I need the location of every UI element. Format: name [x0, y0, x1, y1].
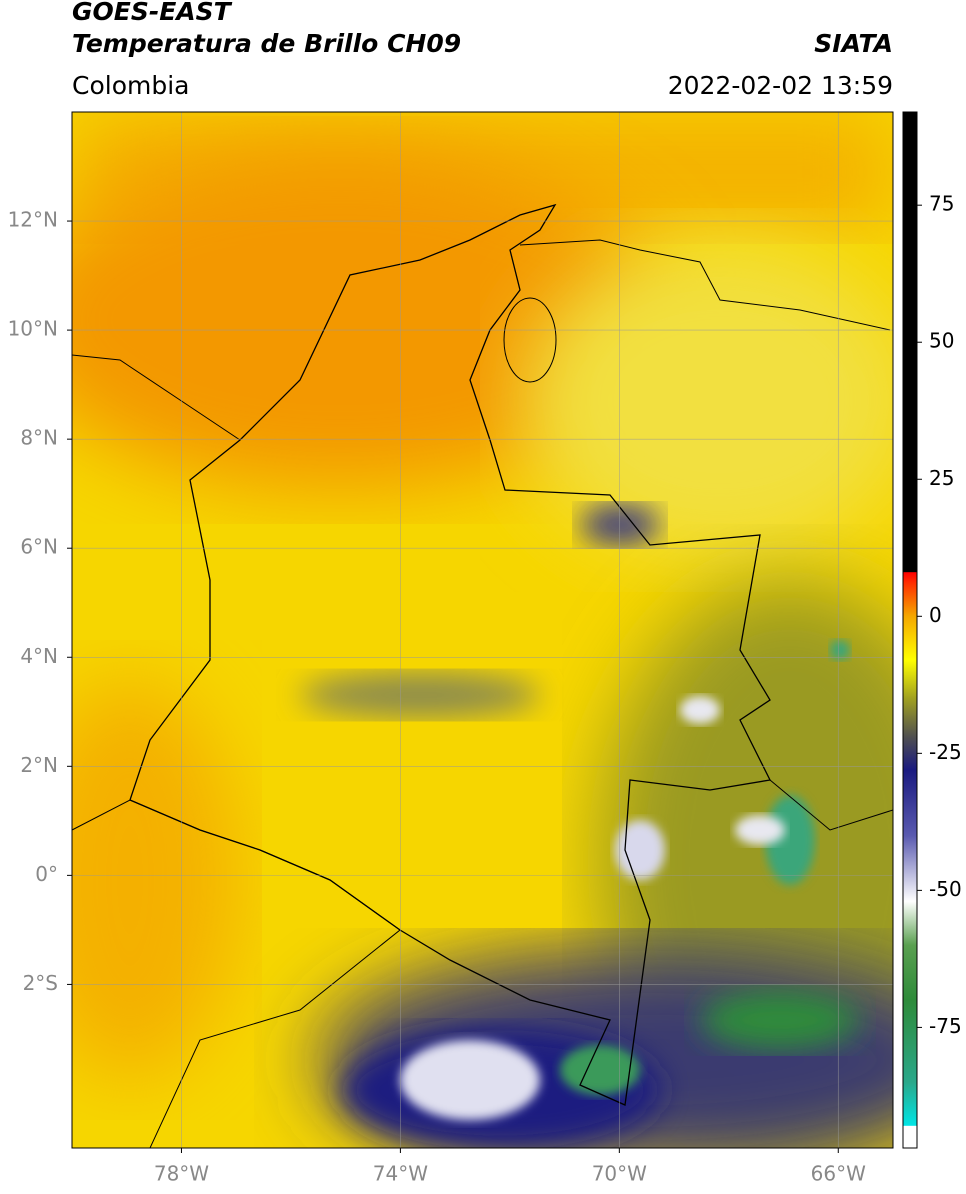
- source: SIATA: [814, 29, 893, 58]
- x-tick-label: 78°W: [154, 1162, 209, 1186]
- y-tick-label: 4°N: [20, 644, 58, 668]
- y-tick-label: 2°N: [20, 753, 58, 777]
- y-tick-label: 0°: [35, 862, 58, 886]
- colorbar-tick-label: 0: [929, 603, 942, 627]
- y-tick-label: 10°N: [8, 317, 58, 341]
- colorbar-tick-label: 75: [929, 192, 954, 216]
- colorbar-tick-label: 25: [929, 466, 954, 490]
- x-tick-label: 66°W: [811, 1162, 866, 1186]
- datetime: 2022-02-02 13:59: [668, 71, 893, 100]
- map-frame: [71, 111, 894, 1149]
- colorbar-tick-label: -75: [929, 1014, 962, 1038]
- y-tick-label: 6°N: [20, 535, 58, 559]
- x-tick-label: 70°W: [592, 1162, 647, 1186]
- colorbar-tick-label: 50: [929, 329, 954, 353]
- colorbar-tick-label: -50: [929, 877, 962, 901]
- y-tick-label: 12°N: [8, 208, 58, 232]
- grid: [72, 112, 893, 1148]
- map-image: [72, 112, 893, 1148]
- y-tick-label: 2°S: [23, 971, 58, 995]
- colorbar-tick-label: -25: [929, 740, 962, 764]
- colorbar: [902, 111, 918, 1149]
- subtitle: Temperatura de Brillo CH09: [72, 29, 461, 58]
- title: GOES-EAST: [72, 0, 233, 26]
- region: Colombia: [72, 71, 189, 100]
- x-tick-label: 74°W: [373, 1162, 428, 1186]
- y-tick-label: 8°N: [20, 426, 58, 450]
